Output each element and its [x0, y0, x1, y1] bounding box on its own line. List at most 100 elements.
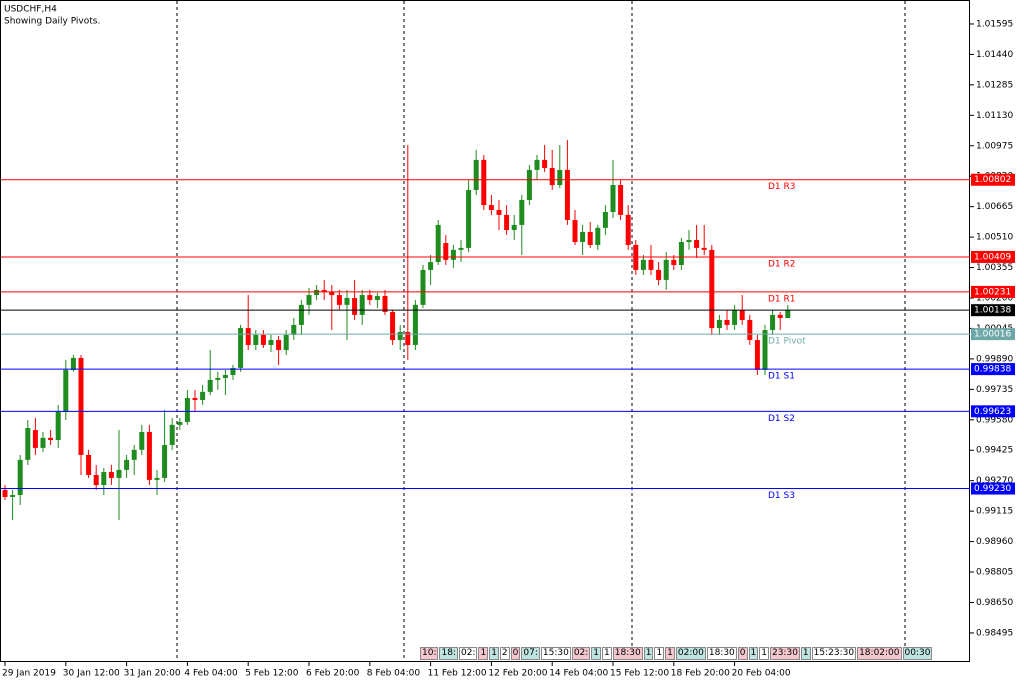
candle-body — [298, 304, 304, 325]
pivot-label: D1 S2 — [768, 414, 795, 424]
price-label: 0.99230 — [974, 484, 1011, 494]
candle-body — [618, 185, 624, 215]
pivot-label: D1 R3 — [768, 182, 796, 192]
candle-body — [207, 379, 213, 392]
y-tick-label: 1.00975 — [976, 141, 1013, 151]
candle-body — [131, 449, 137, 460]
time-marker: 1 — [665, 647, 675, 660]
candle-body — [177, 421, 183, 425]
time-marker: 23:30 — [769, 647, 800, 660]
candle-body — [526, 169, 532, 200]
candle-body — [382, 296, 388, 312]
x-tick-label: 12 Feb 20:00 — [488, 669, 547, 679]
candle-body — [754, 340, 760, 370]
x-tick-label: 31 Jan 20:00 — [124, 669, 181, 679]
time-marker: 1 — [489, 647, 499, 660]
candle-body — [519, 199, 525, 225]
y-tick-label: 0.99890 — [976, 354, 1013, 364]
candle-body — [55, 411, 61, 441]
x-tick-label: 11 Feb 12:00 — [428, 669, 487, 679]
time-marker: 18:30 — [706, 647, 737, 660]
price-label: 1.00409 — [974, 252, 1011, 262]
y-tick-label: 0.99270 — [976, 476, 1013, 486]
candle-body — [694, 240, 700, 248]
candle-body — [17, 459, 23, 496]
x-tick-label: 30 Jan 12:00 — [63, 669, 120, 679]
time-marker: 00:30 — [902, 647, 933, 660]
candle-body — [405, 331, 411, 345]
candle-body — [397, 331, 403, 341]
y-tick-label: 0.99735 — [976, 385, 1013, 395]
candle-body — [762, 330, 768, 370]
candle-body — [481, 159, 487, 206]
time-marker: 0 — [510, 647, 521, 660]
candle-body — [2, 489, 8, 497]
time-marker: 02: — [571, 647, 591, 660]
chart-title: USDCHF,H4 — [4, 5, 57, 15]
x-tick-label: 29 Jan 2019 — [2, 669, 56, 679]
price-box — [971, 285, 1015, 298]
y-tick-label: 1.01595 — [976, 19, 1013, 29]
x-tick-label: 18 Feb 20:00 — [671, 669, 730, 679]
y-tick-label: 1.00510 — [976, 233, 1013, 243]
y-tick-label: 0.99115 — [976, 507, 1013, 517]
candle-body — [595, 227, 601, 245]
candle-body — [32, 430, 38, 448]
candle-body — [78, 357, 84, 455]
price-label: 0.99623 — [974, 407, 1011, 417]
time-marker: 1 — [759, 647, 769, 660]
candle-body — [222, 375, 228, 378]
time-marker: 0 — [737, 647, 748, 660]
y-tick-label: 1.01285 — [976, 80, 1013, 90]
candle-body — [169, 424, 175, 445]
candle-body — [777, 314, 783, 319]
y-tick-label: 1.00200 — [976, 293, 1013, 303]
y-tick-label: 1.00355 — [976, 263, 1013, 273]
candle-body — [184, 397, 190, 422]
price-box — [971, 173, 1015, 186]
y-tick-label: 0.98650 — [976, 598, 1013, 608]
candle-body — [200, 391, 206, 400]
candle-body — [238, 328, 244, 368]
candle-body — [557, 169, 563, 186]
time-marker: 07: — [521, 647, 540, 660]
price-box — [971, 250, 1015, 263]
x-tick-label: 4 Feb 04:00 — [184, 669, 238, 679]
candle-body — [40, 437, 46, 448]
time-marker: 15:30 — [540, 647, 571, 660]
y-tick-label: 0.98805 — [976, 568, 1013, 578]
time-marker: 18:02:00 — [857, 647, 902, 660]
candle-body — [336, 295, 342, 305]
time-marker: 1 — [800, 647, 811, 660]
candle-body — [108, 472, 114, 478]
time-markers: 10: 18: 02: 1 1 2 0 07: 15:30 02: 1 1 18:30 1 1 1 02:00 1… — [420, 647, 933, 660]
x-tick-label: 20 Feb 04:00 — [732, 669, 791, 679]
candle-body — [504, 214, 510, 231]
candle-body — [724, 319, 730, 325]
candle-body — [268, 340, 274, 345]
candle-body — [260, 334, 266, 345]
candle-body — [435, 224, 441, 263]
candle-body — [511, 224, 517, 231]
candle-body — [716, 319, 722, 329]
candle-body — [602, 211, 608, 228]
price-label: 1.00016 — [974, 330, 1011, 340]
price-box — [971, 328, 1015, 341]
candle-body — [443, 242, 449, 260]
time-marker: 02: — [458, 647, 478, 660]
candle-body — [314, 289, 320, 296]
y-tick-label: 1.00665 — [976, 202, 1013, 212]
candle-body — [625, 214, 631, 245]
candle-body — [359, 295, 365, 315]
candle-body — [321, 289, 327, 292]
pivot-label: D1 R2 — [768, 259, 796, 269]
time-marker: 1 — [478, 647, 489, 660]
candle-body — [101, 472, 107, 486]
candle-body — [785, 310, 791, 319]
time-marker: 1 — [591, 647, 602, 660]
time-marker: 10: — [420, 647, 439, 660]
candle-body — [420, 269, 426, 305]
y-tick-label: 1.01130 — [976, 111, 1013, 121]
x-tick-label: 8 Feb 04:00 — [367, 669, 421, 679]
candle-body — [116, 469, 122, 478]
